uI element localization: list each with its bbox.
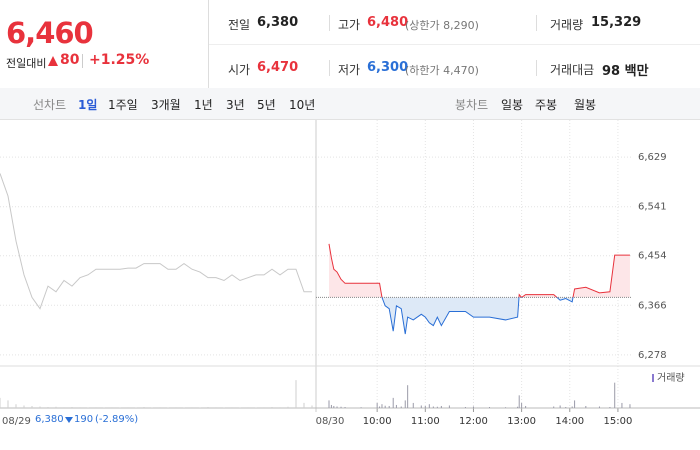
divider (536, 15, 537, 31)
area-down (381, 297, 574, 335)
up-icon (48, 56, 58, 66)
period-tab[interactable]: 1년 (194, 98, 213, 112)
current-price: 6,460 (6, 16, 94, 50)
divider (329, 15, 330, 31)
chart-type-label: 봉차트 (455, 98, 489, 112)
stat-label: 전일 (228, 18, 251, 32)
stat-label: 시가 (228, 63, 251, 77)
legend-swatch (652, 374, 654, 382)
stat-value: 98 백만 (602, 64, 649, 79)
tab-bar (0, 88, 700, 120)
x-tick-label: 15:00 (604, 416, 633, 427)
info-price: 6,380 (35, 414, 64, 425)
info-change-rate: (-2.89%) (95, 414, 139, 425)
stat-label: 고가 (338, 18, 361, 32)
stat-value: 6,300 (367, 60, 409, 75)
x-tick-label: 10:00 (363, 416, 392, 427)
stat-value: 6,380 (257, 15, 299, 30)
x-tick-label: 14:00 (555, 416, 584, 427)
stat-label: 거래대금 (550, 63, 595, 77)
info-change: 190 (74, 414, 94, 425)
period-tab[interactable]: 3개월 (151, 98, 181, 112)
y-tick-label: 6,278 (638, 350, 667, 361)
area-up (329, 243, 630, 298)
divider (329, 60, 330, 76)
down-icon (65, 417, 73, 423)
price-line (0, 173, 312, 310)
divider (536, 60, 537, 76)
y-tick-label: 6,454 (638, 251, 667, 262)
y-tick-label: 6,366 (638, 300, 667, 311)
x-tick-label: 12:00 (459, 416, 488, 427)
session-label: 08/29 (2, 416, 31, 427)
y-tick-label: 6,541 (638, 202, 667, 213)
price-box (0, 0, 209, 88)
stat-note: (하한가 4,470) (405, 64, 479, 77)
stat-label: 저가 (338, 63, 361, 77)
x-tick-label: 11:00 (411, 416, 440, 427)
stat-value: 6,470 (257, 60, 299, 75)
candle-tab[interactable]: 월봉 (574, 98, 597, 112)
stat-value: 15,329 (591, 15, 642, 30)
candle-tab[interactable]: 일봉 (501, 98, 524, 112)
stat-label: 거래량 (550, 18, 584, 32)
candle-tab[interactable]: 주봉 (535, 98, 558, 112)
change-rate: +1.25% (89, 52, 150, 68)
stat-note: (상한가 8,290) (405, 19, 479, 32)
period-tab[interactable]: 3년 (226, 98, 245, 112)
price-line-down (381, 297, 574, 335)
y-tick-label: 6,629 (638, 152, 667, 163)
session-label: 08/30 (316, 416, 345, 427)
divider (82, 54, 83, 68)
volume-legend: 거래량 (657, 372, 685, 384)
stat-value: 6,480 (367, 15, 409, 30)
change: 80 (60, 52, 80, 68)
x-tick-label: 13:00 (507, 416, 536, 427)
change-label: 전일대비 (6, 57, 47, 70)
period-tab[interactable]: 1일 (78, 98, 98, 112)
price-line-up (328, 243, 630, 298)
period-tab[interactable]: 10년 (289, 98, 316, 112)
divider (209, 44, 700, 45)
chart: 6,629 6,541 6,454 6,366 6,278 10:00 11:00 12:00… (0, 120, 700, 427)
period-tab[interactable]: 5년 (257, 98, 276, 112)
period-tab[interactable]: 1주일 (108, 98, 138, 112)
chart-type-label: 선차트 (33, 98, 67, 112)
